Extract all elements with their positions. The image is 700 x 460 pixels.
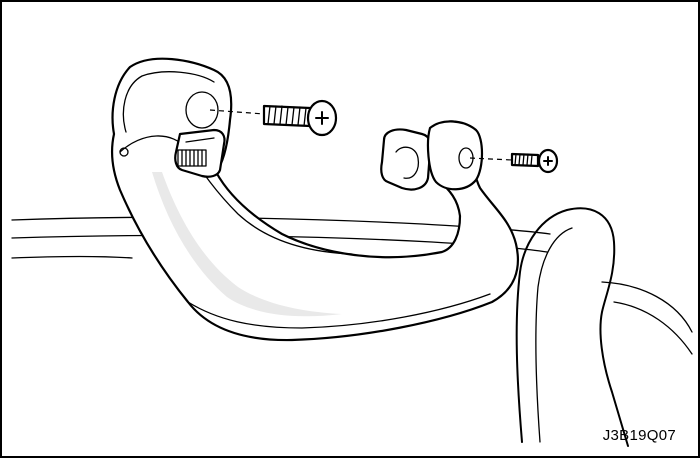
assist-grip-handle: [110, 57, 520, 342]
front-mounting-screw: [209, 99, 338, 137]
front-stud: [177, 149, 207, 167]
rear-mounting-screw: [469, 148, 559, 174]
door-frame: [515, 207, 693, 447]
figure-code: J3B19Q07: [602, 427, 676, 444]
